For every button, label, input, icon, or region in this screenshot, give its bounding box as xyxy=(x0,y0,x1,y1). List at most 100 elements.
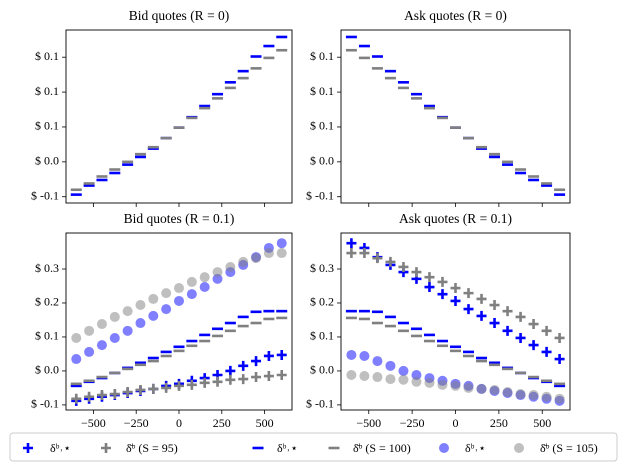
circle-marker xyxy=(502,386,513,397)
circle-marker xyxy=(398,365,409,376)
x-tick-label: −500 xyxy=(356,416,381,430)
y-tick-label: $ 0.3 xyxy=(310,261,334,275)
circle-marker xyxy=(359,371,370,382)
plus-marker xyxy=(515,311,526,322)
plus-marker xyxy=(372,253,383,264)
y-tick-label: $ -0.1 xyxy=(306,397,334,411)
circle-marker xyxy=(385,374,396,385)
x-tick-label: 0 xyxy=(453,416,459,430)
legend-label: δᵇ˒⋆ xyxy=(277,441,298,455)
plus-marker xyxy=(199,377,210,388)
y-tick-label: $ 0.2 xyxy=(310,295,334,309)
circle-marker xyxy=(450,380,461,391)
y-tick-label: $ 0.1 xyxy=(35,329,59,343)
x-tick-label: −500 xyxy=(81,416,106,430)
circle-marker xyxy=(263,248,274,259)
plus-marker xyxy=(122,386,133,397)
circle-marker xyxy=(212,267,223,278)
plus-marker xyxy=(463,304,474,315)
circle-marker xyxy=(398,374,409,385)
plus-marker xyxy=(385,256,396,267)
circle-marker xyxy=(109,332,120,343)
circle-marker xyxy=(554,393,565,404)
plus-marker xyxy=(186,379,197,390)
plus-marker xyxy=(84,391,95,402)
circle-marker xyxy=(186,289,197,300)
plus-marker xyxy=(463,288,474,299)
legend-label: δᵇ˒⋆ xyxy=(50,441,71,455)
circle-marker xyxy=(199,282,210,293)
plus-marker xyxy=(263,371,274,382)
y-tick-label: $ 0.2 xyxy=(35,295,59,309)
circle-marker xyxy=(541,391,552,402)
plus-marker xyxy=(161,382,172,393)
subplot-title: Bid quotes (R = 0.1) xyxy=(124,211,235,226)
axes-frame xyxy=(340,232,571,411)
plus-marker xyxy=(437,289,448,300)
plus-marker xyxy=(450,295,461,306)
circle-marker xyxy=(359,350,370,361)
legend-marker xyxy=(23,443,33,453)
circle-marker xyxy=(161,288,172,299)
subplot-title: Ask quotes (R = 0.1) xyxy=(399,211,512,226)
circle-marker xyxy=(71,332,82,343)
legend-label: δᵇ˒⋆ xyxy=(465,441,486,455)
legend-label: δ̄ᵇ (S = 95) xyxy=(126,441,178,455)
circle-marker xyxy=(84,346,95,357)
plus-marker xyxy=(238,360,249,371)
circle-marker xyxy=(411,376,422,387)
circle-marker xyxy=(346,349,357,360)
plus-marker xyxy=(528,319,539,330)
legend-box xyxy=(9,432,618,462)
legend-marker xyxy=(439,443,449,453)
plus-marker xyxy=(71,393,82,404)
plus-marker xyxy=(554,332,565,343)
plus-marker xyxy=(225,374,236,385)
circle-marker xyxy=(372,372,383,383)
circle-marker xyxy=(161,304,172,315)
y-tick-label: $ -0.1 xyxy=(31,188,59,202)
y-tick-label: $ 0.3 xyxy=(35,261,59,275)
x-tick-label: −250 xyxy=(124,416,149,430)
plus-marker xyxy=(424,272,435,283)
circle-marker xyxy=(489,384,500,395)
x-tick-label: 0 xyxy=(176,416,182,430)
y-tick-label: $ 0.0 xyxy=(35,363,59,377)
x-tick-label: 500 xyxy=(256,416,274,430)
plus-marker xyxy=(424,282,435,293)
legend-marker xyxy=(101,443,111,453)
plus-marker xyxy=(489,318,500,329)
circle-marker xyxy=(84,325,95,336)
plus-marker xyxy=(541,325,552,336)
plus-marker xyxy=(251,356,262,367)
plus-marker xyxy=(135,384,146,395)
circle-marker xyxy=(437,379,448,390)
circle-marker xyxy=(186,276,197,287)
circle-marker xyxy=(276,238,287,249)
x-tick-label: 250 xyxy=(490,416,508,430)
plus-marker xyxy=(411,267,422,278)
plus-marker xyxy=(109,389,120,400)
plus-marker xyxy=(238,374,249,385)
y-tick-label: $ -0.1 xyxy=(31,397,59,411)
plus-marker xyxy=(437,276,448,287)
subplot-title: Bid quotes (R = 0) xyxy=(129,8,230,23)
plus-marker xyxy=(276,370,287,381)
y-tick-label: $ 0.1 xyxy=(310,329,334,343)
circle-marker xyxy=(528,390,539,401)
plus-marker xyxy=(225,365,236,376)
y-tick-label: $ -0.1 xyxy=(306,188,334,202)
circle-marker xyxy=(174,283,184,294)
plus-marker xyxy=(276,349,287,360)
plus-marker xyxy=(346,238,357,249)
circle-marker xyxy=(251,253,262,264)
y-tick-label: $ 0.1 xyxy=(310,119,334,133)
y-tick-label: $ 0.0 xyxy=(35,154,59,168)
plus-marker xyxy=(528,340,539,351)
plus-marker xyxy=(263,350,274,361)
plus-marker xyxy=(148,383,159,394)
y-tick-label: $ 0.1 xyxy=(310,84,334,98)
y-tick-label: $ 0.1 xyxy=(310,49,334,63)
